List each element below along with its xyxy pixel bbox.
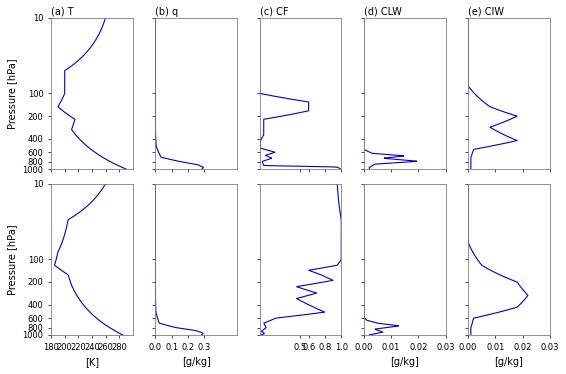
Text: (e) CIW: (e) CIW (468, 7, 504, 17)
Y-axis label: Pressure [hPa]: Pressure [hPa] (7, 58, 17, 129)
X-axis label: [K]: [K] (85, 357, 99, 367)
Y-axis label: Pressure [hPa]: Pressure [hPa] (7, 224, 17, 295)
X-axis label: [g/kg]: [g/kg] (391, 357, 419, 367)
Text: (c) CF: (c) CF (260, 7, 288, 17)
X-axis label: [g/kg]: [g/kg] (182, 357, 211, 367)
Text: (d) CLW: (d) CLW (364, 7, 402, 17)
Text: (b) q: (b) q (156, 7, 178, 17)
Text: (a) T: (a) T (51, 7, 74, 17)
X-axis label: [g/kg]: [g/kg] (495, 357, 524, 367)
